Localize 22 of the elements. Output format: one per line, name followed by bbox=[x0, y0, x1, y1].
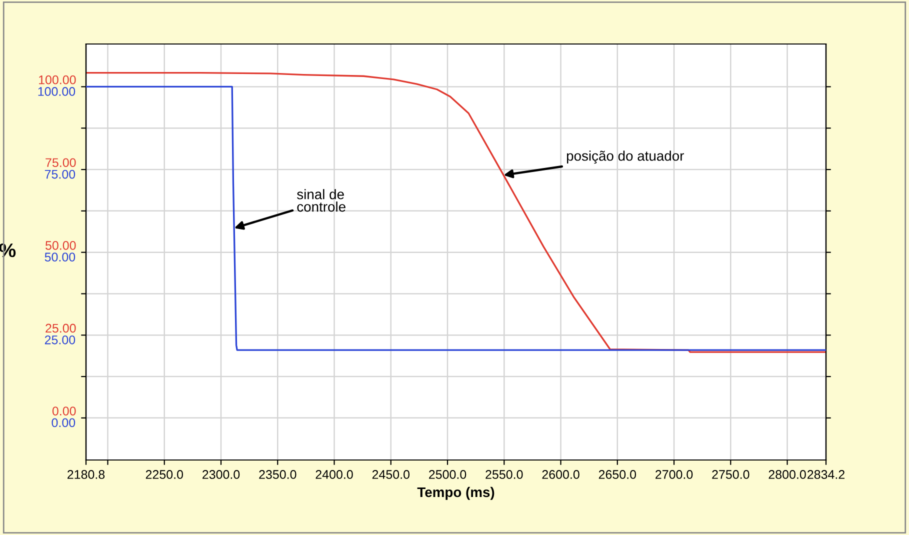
x-tick-label: 2600.0 bbox=[542, 470, 580, 479]
x-tick-label: 2650.0 bbox=[598, 470, 636, 479]
x-tick-label: 2400.0 bbox=[316, 470, 353, 479]
y-tick-label: 75.00 bbox=[44, 170, 76, 179]
annotation: sinal de controle bbox=[297, 189, 346, 212]
annotation: posição do atuador bbox=[566, 150, 684, 164]
x-axis-title: Tempo (ms) bbox=[417, 486, 494, 500]
x-tick-label: 2550.0 bbox=[486, 470, 523, 479]
y-tick-label: 50.00 bbox=[44, 252, 76, 262]
x-tick-label: 2750.0 bbox=[712, 470, 750, 479]
y-tick-label: 100.00 bbox=[38, 87, 76, 96]
x-tick-label: 2450.0 bbox=[372, 470, 410, 479]
x-tick-label: 2800.0 bbox=[768, 470, 806, 479]
y-tick-label: 25.00 bbox=[44, 335, 76, 344]
x-tick-label: 2834.2 bbox=[808, 470, 844, 479]
x-tick-label: 2180.8 bbox=[68, 470, 105, 479]
x-tick-label: 2350.0 bbox=[259, 470, 296, 479]
x-tick-label: 2700.0 bbox=[656, 470, 693, 479]
x-tick-label: 2250.0 bbox=[146, 470, 183, 479]
x-tick-label: 2300.0 bbox=[202, 470, 240, 479]
x-tick-label: 2500.0 bbox=[429, 470, 466, 479]
y-tick-label: 0.00 bbox=[52, 418, 76, 428]
